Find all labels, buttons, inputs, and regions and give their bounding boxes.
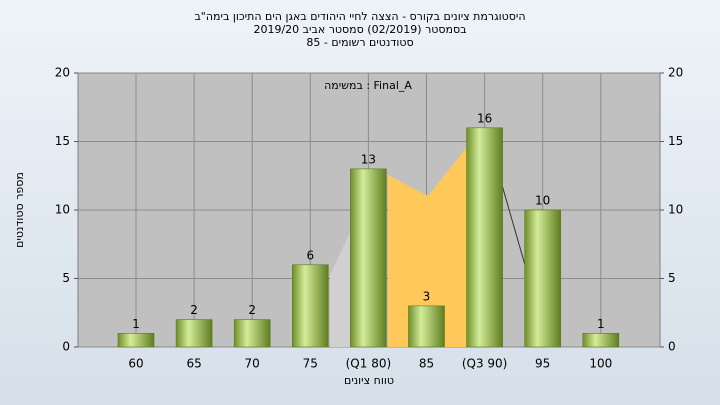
decoration-area [330,228,352,347]
x-tick-label: 65 [186,357,201,371]
y-tick-label: 5 [62,271,70,285]
y-tick-label: 15 [55,134,70,148]
bar [233,319,271,348]
y2-tick-label: 10 [668,203,683,217]
x-tick-label: 70 [245,357,260,371]
y2-tick-label: 20 [668,66,683,80]
y-tick-label: 0 [62,340,70,354]
value-label: 16 [477,111,492,125]
value-label: 13 [361,152,376,166]
chart-subtitle: בסמסטר (02/2019) סמסטר אביב 2019/20 [253,23,466,36]
x-tick-label: 75 [303,357,318,371]
decoration-line [501,184,528,273]
bar [582,332,620,348]
value-label: 2 [248,303,256,317]
bar [175,319,213,348]
bar [408,305,445,348]
bar [350,168,387,348]
x-tick-label: (Q1 80) [346,357,392,371]
y-tick-label: 20 [55,66,70,80]
bar [117,332,155,348]
x-tick-label: 60 [128,357,143,371]
value-label: 1 [597,317,605,331]
value-label: 1 [132,317,140,331]
x-tick-label: 85 [419,357,434,371]
x-tick-label: 95 [535,357,550,371]
y2-tick-label: 15 [668,134,683,148]
chart-title: היסטוגרמת ציונים בקורס - הצצה לחיי היהוד… [194,10,525,23]
bar [524,209,562,348]
y2-tick-label: 5 [668,271,676,285]
x-tick-label: (Q3 90) [462,357,508,371]
annotation: במשימה : Final_A [324,79,412,92]
x-tick-label: 100 [589,357,612,371]
y-axis-label: מספר סטודנטים [13,172,26,248]
value-label: 2 [190,303,198,317]
x-axis-label: טווח ציונים [344,374,394,387]
value-label: 10 [535,194,550,208]
bar [466,127,503,348]
y-tick-label: 10 [55,203,70,217]
value-label: 3 [423,289,431,303]
y2-tick-label: 0 [668,340,676,354]
quartile-area [388,143,470,347]
bar [291,264,329,348]
chart-subtitle: סטודנטים רשומים - 85 [306,36,413,49]
value-label: 6 [306,248,314,262]
